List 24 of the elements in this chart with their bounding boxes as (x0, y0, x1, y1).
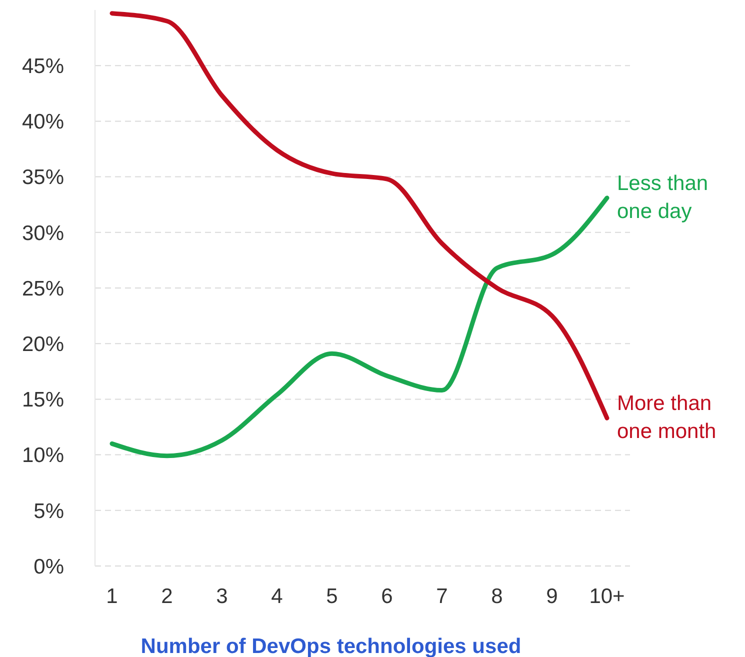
x-tick-label: 1 (106, 585, 118, 608)
x-tick-label: 7 (436, 585, 448, 608)
x-tick-label: 9 (546, 585, 558, 608)
x-tick-label: 2 (161, 585, 173, 608)
y-tick-label: 15% (22, 388, 64, 412)
y-tick-label: 40% (22, 110, 64, 134)
y-tick-label: 5% (34, 500, 64, 523)
y-tick-label: 0% (34, 555, 64, 578)
y-tick-label: 30% (22, 222, 64, 245)
line-series (110, 196, 610, 458)
x-tick-label: 4 (271, 585, 284, 608)
x-tick-label: 6 (381, 585, 393, 608)
line-series (110, 11, 610, 420)
y-tick-label: 45% (22, 54, 64, 78)
series-label: More than one month (617, 392, 716, 444)
series-label: Less than one day (617, 172, 708, 223)
x-tick-label: 3 (216, 585, 228, 608)
y-tick-label: 20% (22, 332, 64, 356)
y-tick-label: 25% (22, 277, 64, 300)
x-tick-label: 5 (326, 585, 338, 608)
x-tick-label: 8 (491, 585, 503, 608)
y-tick-label: 10% (22, 444, 64, 468)
x-tick-label: 10+ (589, 585, 625, 608)
y-tick-label: 35% (22, 166, 64, 190)
